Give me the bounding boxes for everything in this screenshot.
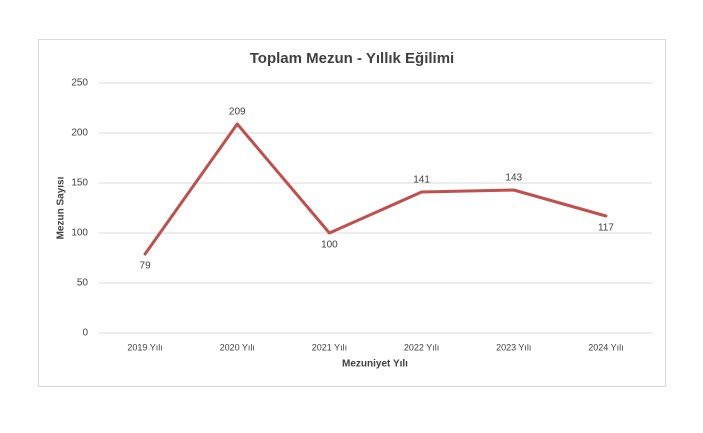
x-tick-label: 2019 Yılı [127, 342, 162, 352]
data-label: 117 [598, 223, 614, 234]
chart-title: Toplam Mezun - Yıllık Eğilimi [250, 50, 454, 67]
y-tick-label: 250 [71, 78, 88, 89]
data-label: 209 [229, 107, 246, 118]
x-tick-label: 2024 Yılı [588, 342, 623, 352]
data-label: 143 [505, 173, 522, 184]
y-tick-label: 100 [71, 228, 88, 239]
x-tick-label: 2022 Yılı [404, 342, 439, 352]
y-tick-label: 200 [71, 128, 88, 139]
x-tick-label: 2021 Yılı [312, 342, 347, 352]
y-tick-label: 50 [77, 278, 89, 289]
y-tick-label: 0 [82, 328, 88, 339]
chart-frame [38, 39, 666, 387]
data-label: 79 [140, 261, 152, 272]
x-axis-title: Mezuniyet Yılı [342, 359, 408, 370]
data-label: 141 [413, 175, 430, 186]
x-tick-label: 2020 Yılı [220, 342, 255, 352]
y-tick-label: 150 [71, 178, 88, 189]
x-tick-label: 2023 Yılı [496, 342, 531, 352]
data-line [143, 122, 608, 256]
data-label: 100 [321, 240, 338, 251]
y-axis-title: Mezun Sayısı [56, 176, 67, 239]
